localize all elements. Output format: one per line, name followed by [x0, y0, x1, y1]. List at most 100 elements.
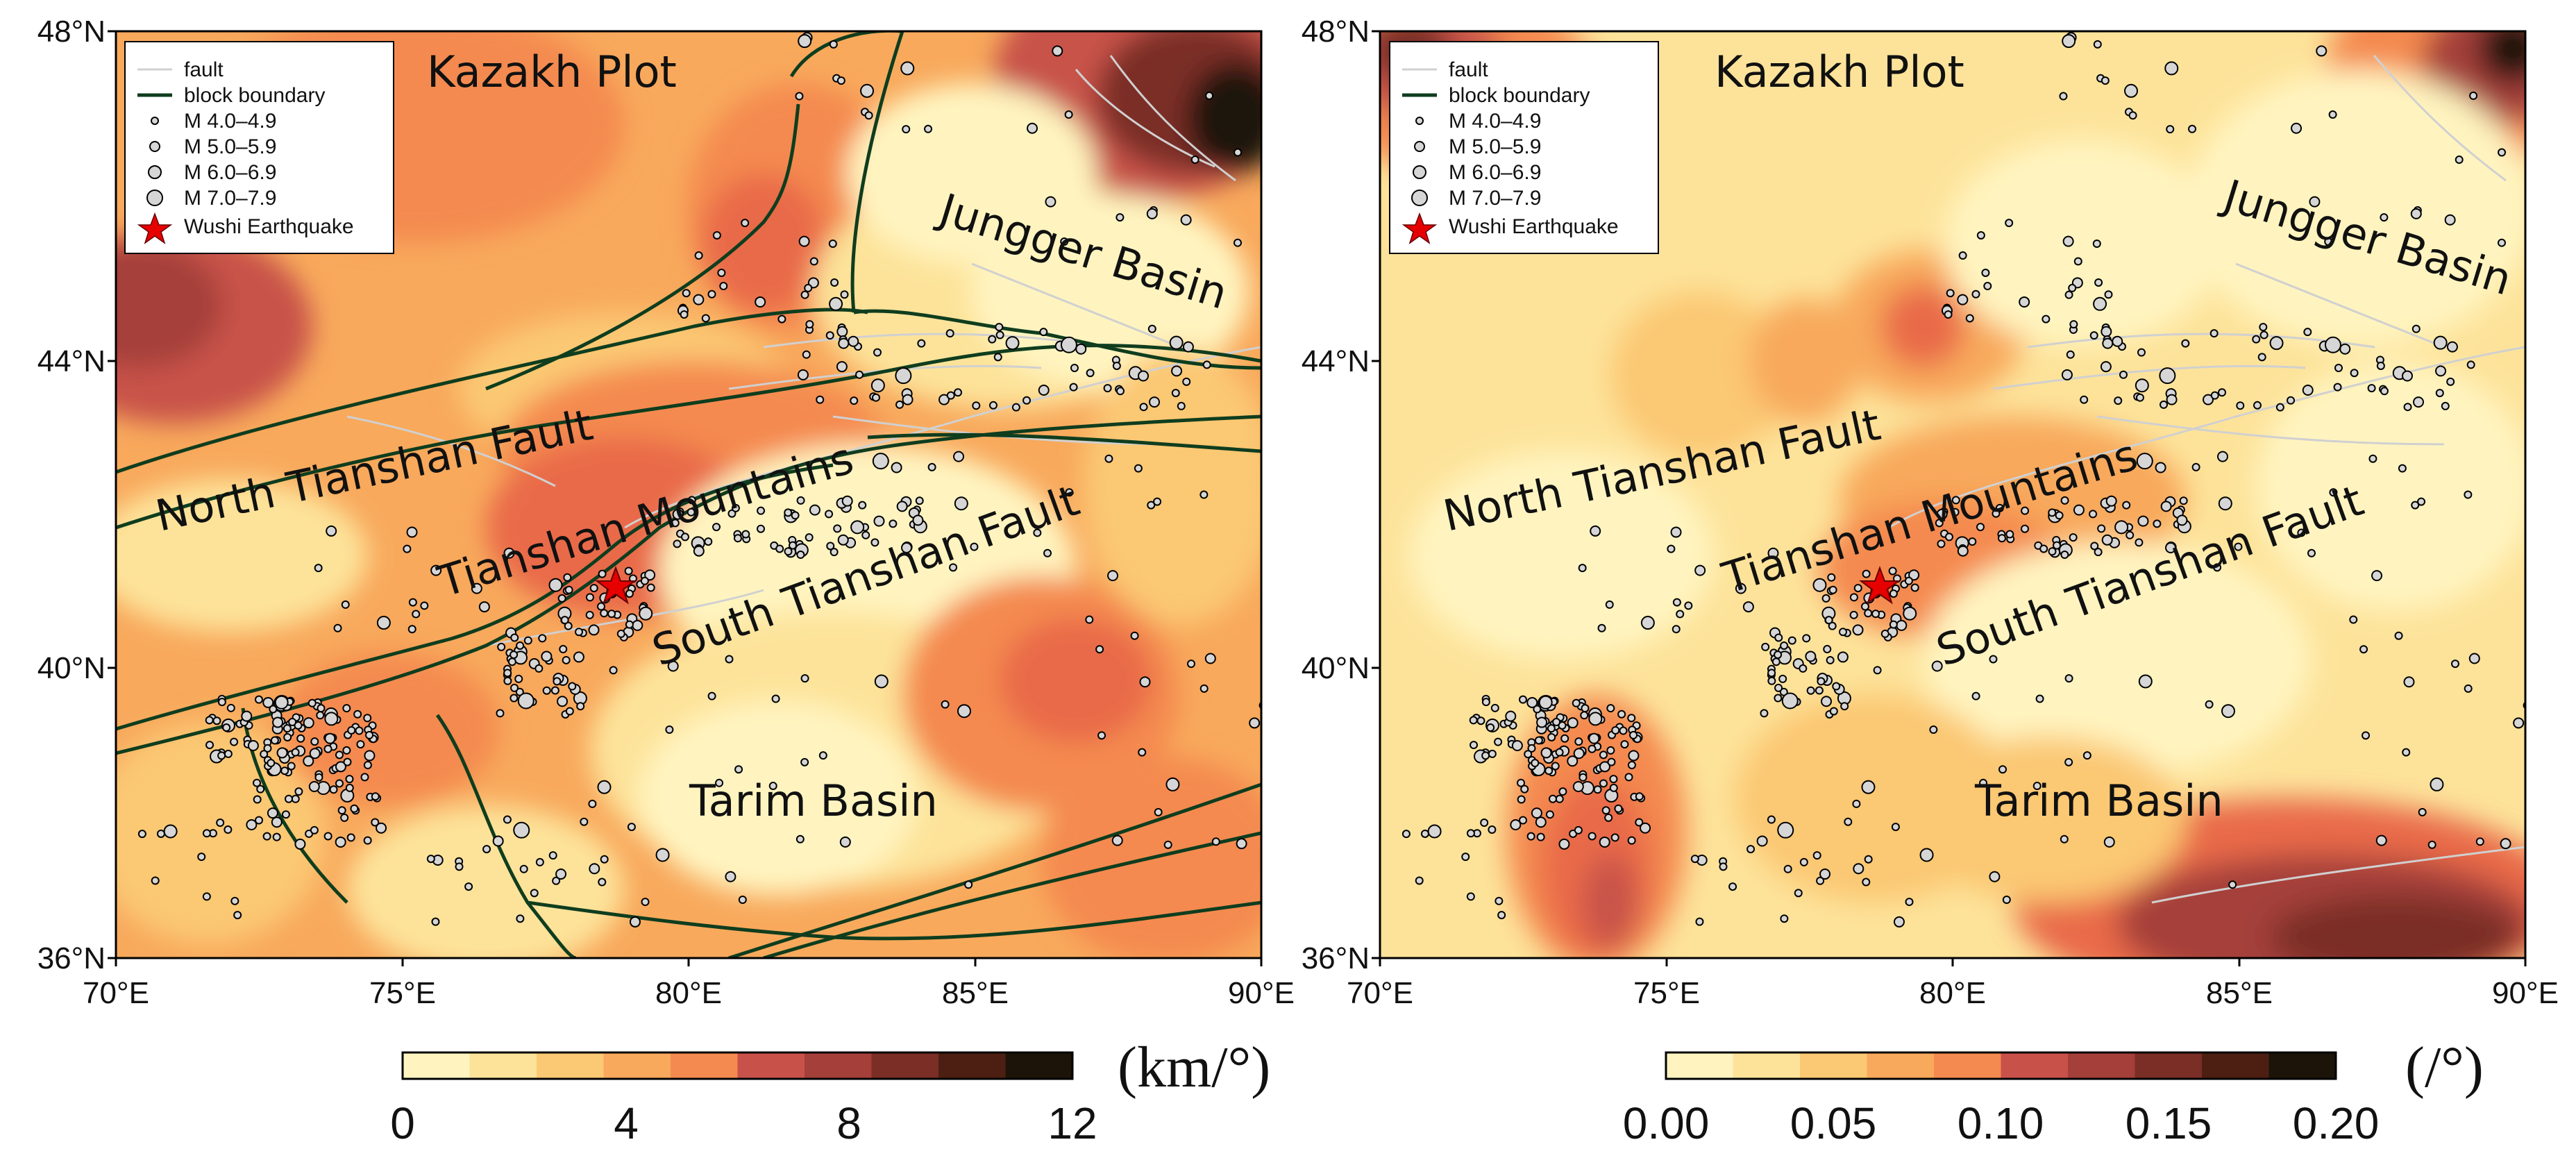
- earthquake-marker: [222, 723, 231, 732]
- earthquake-marker: [1746, 845, 1756, 854]
- earthquake-marker: [1609, 783, 1618, 792]
- legend-m5-marker: [1414, 141, 1425, 152]
- earthquake-marker: [715, 778, 724, 787]
- earthquake-marker: [580, 817, 589, 826]
- earthquake-marker: [707, 290, 716, 299]
- earthquake-marker: [464, 882, 473, 891]
- earthquake-marker: [492, 835, 504, 847]
- earthquake-marker: [1823, 645, 1832, 654]
- earthquake-marker: [340, 813, 349, 822]
- colorbar-tick: 0: [390, 1098, 415, 1148]
- earthquake-marker: [2236, 401, 2245, 410]
- earthquake-marker: [861, 530, 870, 539]
- earthquake-marker: [954, 388, 963, 397]
- earthquake-marker: [1033, 528, 1042, 537]
- earthquake-marker: [2380, 213, 2389, 222]
- earthquake-marker: [1116, 387, 1125, 396]
- earthquake-marker: [241, 710, 253, 722]
- earthquake-marker: [1581, 704, 1590, 713]
- earthquake-marker: [2124, 83, 2139, 98]
- earthquake-marker: [426, 855, 435, 864]
- earthquake-marker: [430, 564, 442, 576]
- earthquake-marker: [1976, 523, 1985, 532]
- earthquake-marker: [840, 290, 849, 299]
- earthquake-marker: [1951, 507, 1960, 517]
- earthquake-marker: [1627, 714, 1636, 723]
- earthquake-marker: [2205, 700, 2214, 709]
- earthquake-marker: [872, 453, 889, 470]
- earthquake-marker: [1778, 674, 1787, 683]
- earthquake-marker: [1038, 384, 1050, 396]
- earthquake-marker: [2402, 748, 2411, 757]
- earthquake-marker: [2324, 237, 2333, 246]
- earthquake-marker: [1567, 755, 1579, 767]
- earthquake-marker: [800, 290, 809, 299]
- earthquake-marker: [254, 695, 263, 704]
- colorbar-tick: 0.00: [1623, 1098, 1710, 1148]
- earthquake-marker: [1519, 816, 1528, 825]
- earthquake-marker: [2062, 34, 2076, 49]
- earthquake-marker: [2069, 533, 2078, 542]
- legend-block-boundary: block boundary: [184, 84, 325, 107]
- legend-fault: fault: [184, 58, 224, 81]
- earthquake-marker: [212, 716, 221, 725]
- earthquake-marker: [1488, 749, 1497, 758]
- legend-m4: M 4.0–4.9: [184, 110, 276, 133]
- earthquake-marker: [791, 511, 800, 520]
- lon-label: 75°E: [1633, 976, 1700, 1010]
- earthquake-marker: [2100, 361, 2112, 373]
- earthquake-marker: [1211, 837, 1220, 846]
- colorbar-unit: (/°): [2405, 1035, 2484, 1100]
- earthquake-marker: [672, 508, 684, 520]
- earthquake-marker: [1486, 723, 1495, 732]
- earthquake-marker: [371, 792, 380, 801]
- earthquake-marker: [256, 784, 265, 794]
- earthquake-marker: [1937, 539, 1946, 548]
- earthquake-marker: [694, 251, 703, 260]
- earthquake-marker: [738, 895, 747, 904]
- axis-ticks-left: [108, 30, 1263, 966]
- earthquake-marker: [2403, 403, 2412, 412]
- earthquake-marker: [1728, 882, 1737, 891]
- earthquake-marker: [2287, 396, 2296, 405]
- earthquake-marker: [2394, 631, 2403, 640]
- earthquake-marker: [1494, 737, 1503, 746]
- earthquake-marker: [564, 621, 573, 630]
- earthquake-marker: [346, 833, 355, 842]
- earthquake-marker: [376, 616, 391, 630]
- earthquake-marker: [1837, 651, 1849, 663]
- earthquake-marker: [1849, 593, 1858, 602]
- earthquake-marker: [1518, 695, 1527, 704]
- earthquake-marker: [371, 818, 380, 827]
- earthquake-marker: [1760, 709, 1769, 718]
- earthquake-marker: [2073, 504, 2085, 516]
- earthquake-marker: [1672, 625, 1681, 634]
- earthquake-marker: [1889, 589, 1898, 598]
- legend-m6: M 6.0–6.9: [184, 161, 276, 184]
- earthquake-marker: [284, 794, 293, 803]
- earthquake-marker: [287, 762, 296, 771]
- earthquake-marker: [828, 240, 837, 248]
- earthquake-marker: [1812, 851, 1821, 860]
- earthquake-marker: [802, 350, 811, 359]
- earthquake-marker: [2234, 542, 2243, 551]
- colorbar-step: [1934, 1052, 2001, 1079]
- earthquake-marker: [2513, 717, 2525, 729]
- earthquake-marker: [270, 736, 279, 745]
- earthquake-marker: [574, 628, 583, 637]
- colorbar-tick: 0.15: [2125, 1098, 2212, 1148]
- earthquake-marker: [1620, 740, 1629, 749]
- earthquake-marker: [276, 747, 288, 759]
- earthquake-marker: [2466, 360, 2475, 369]
- earthquake-marker: [640, 576, 649, 585]
- earthquake-marker: [673, 539, 682, 548]
- colorbar-tick: 0.10: [1958, 1098, 2044, 1148]
- earthquake-marker: [2021, 506, 2030, 515]
- earthquake-marker: [901, 542, 913, 554]
- colorbar-step: [2202, 1052, 2269, 1079]
- earthquake-marker: [2464, 684, 2473, 693]
- earthquake-marker: [1511, 739, 1523, 751]
- earthquake-marker: [1929, 725, 1938, 735]
- earthquake-marker: [2368, 454, 2377, 463]
- legend-m5: M 5.0–5.9: [1449, 135, 1541, 158]
